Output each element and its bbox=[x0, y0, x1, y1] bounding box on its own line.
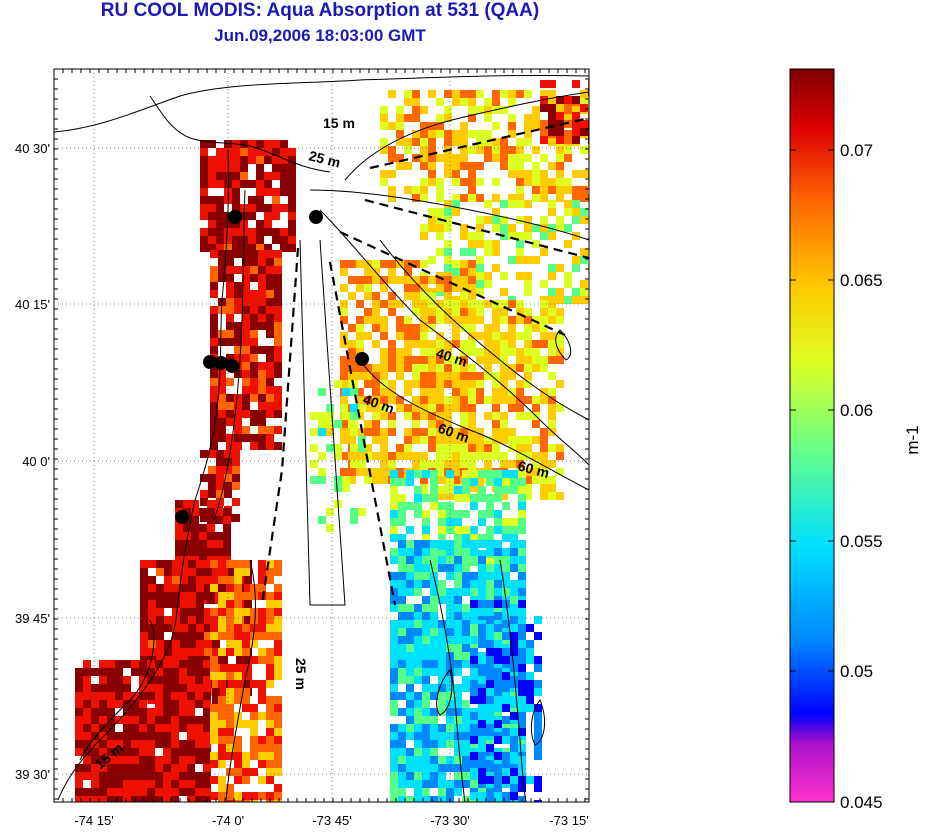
svg-text:-73 15': -73 15' bbox=[549, 813, 588, 828]
station-marker bbox=[203, 355, 217, 369]
transect-lines bbox=[260, 116, 589, 606]
absorption-raster bbox=[75, 80, 589, 802]
station-markers bbox=[175, 210, 369, 524]
svg-text:-74 15': -74 15' bbox=[74, 813, 113, 828]
svg-text:39 30': 39 30' bbox=[15, 767, 50, 782]
svg-text:60 m: 60 m bbox=[516, 457, 551, 481]
svg-text:25 m: 25 m bbox=[307, 147, 342, 170]
map-subtitle: Jun.09,2006 18:03:00 GMT bbox=[214, 26, 426, 45]
x-tick-labels: -74 15' -74 0' -73 45' -73 30' -73 15' bbox=[74, 813, 588, 828]
svg-text:-73 45': -73 45' bbox=[312, 813, 351, 828]
svg-text:25 m: 25 m bbox=[293, 658, 309, 690]
map-title: RU COOL MODIS: Aqua Absorption at 531 (Q… bbox=[100, 0, 540, 21]
colorbar bbox=[789, 68, 835, 803]
map-frame bbox=[53, 68, 590, 803]
svg-text:-74 0': -74 0' bbox=[212, 813, 244, 828]
colorbar-unit-label: m-1 bbox=[903, 425, 922, 454]
coastline bbox=[54, 74, 589, 802]
station-marker bbox=[214, 356, 228, 370]
svg-text:0.07: 0.07 bbox=[840, 141, 873, 160]
station-marker bbox=[228, 210, 242, 224]
station-marker bbox=[175, 510, 189, 524]
colorbar-ticks bbox=[790, 149, 834, 672]
svg-text:-73 30': -73 30' bbox=[430, 813, 469, 828]
station-marker bbox=[309, 210, 323, 224]
svg-text:39 45': 39 45' bbox=[15, 611, 50, 626]
station-marker bbox=[355, 352, 369, 366]
svg-text:0.045: 0.045 bbox=[840, 793, 883, 812]
y-tick-labels: 40 30' 40 15' 40 0' 39 45' 39 30' bbox=[15, 141, 50, 782]
svg-text:0.06: 0.06 bbox=[840, 401, 873, 420]
svg-text:40 30': 40 30' bbox=[15, 141, 50, 156]
svg-text:0.055: 0.055 bbox=[840, 532, 883, 551]
svg-text:15 m: 15 m bbox=[323, 115, 355, 131]
frame-ticks bbox=[53, 68, 589, 802]
svg-text:0.065: 0.065 bbox=[840, 271, 883, 290]
station-marker bbox=[225, 359, 239, 373]
svg-text:40 0': 40 0' bbox=[22, 454, 50, 469]
svg-text:0.05: 0.05 bbox=[840, 662, 873, 681]
colorbar-tick-labels: 0.07 0.065 0.06 0.055 0.05 0.045 bbox=[840, 141, 883, 812]
svg-text:40 15': 40 15' bbox=[15, 297, 50, 312]
